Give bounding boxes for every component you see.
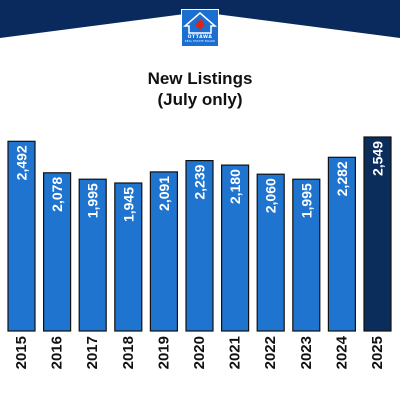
chart-subtitle: (July only)	[157, 90, 243, 109]
bar-2024	[327, 156, 356, 332]
bar-2025	[363, 136, 392, 332]
tick-label-2023: 2023	[298, 336, 315, 369]
ottawa-real-estate-board-logo: OTTAWA REAL ESTATE BOARD	[181, 9, 219, 47]
bar-2019	[149, 171, 178, 332]
chart-title: New Listings	[147, 69, 253, 88]
tick-label-2015: 2015	[13, 336, 30, 369]
value-label-2020: 2,239	[192, 164, 208, 199]
logo-name: OTTAWA	[187, 35, 213, 40]
value-label-2025: 2,549	[370, 141, 386, 176]
value-label-2022: 2,060	[263, 178, 279, 213]
bar-2022	[256, 173, 285, 332]
tick-label-2016: 2016	[49, 336, 66, 369]
bar-2018	[114, 182, 143, 332]
bar-2015	[7, 140, 36, 332]
value-label-2018: 1,945	[120, 187, 136, 222]
tick-label-2020: 2020	[191, 336, 208, 369]
tick-label-2021: 2021	[227, 336, 244, 369]
logo-subtitle: REAL ESTATE BOARD	[184, 40, 216, 43]
tick-label-2017: 2017	[84, 336, 101, 369]
bar-2023	[292, 178, 321, 332]
value-label-2021: 2,180	[227, 169, 243, 204]
tick-label-2024: 2024	[333, 335, 350, 369]
tick-label-2018: 2018	[120, 336, 137, 369]
tick-label-2022: 2022	[262, 336, 279, 369]
value-label-2017: 1,995	[85, 183, 101, 218]
value-label-2023: 1,995	[298, 183, 314, 218]
value-label-2019: 2,091	[156, 176, 172, 211]
house-maple-leaf-icon	[182, 12, 218, 34]
header-band-shape	[0, 0, 400, 38]
value-label-2015: 2,492	[14, 145, 30, 180]
bar-2017	[78, 178, 107, 332]
bar-2020	[185, 160, 214, 332]
bar-2021	[221, 164, 250, 332]
maple-leaf-icon	[194, 18, 206, 31]
value-label-2016: 2,078	[49, 177, 65, 212]
tick-label-2019: 2019	[155, 336, 172, 369]
header-band	[0, 0, 400, 38]
bar-2016	[42, 172, 72, 332]
tick-label-2025: 2025	[369, 336, 386, 369]
value-label-2024: 2,282	[334, 161, 350, 196]
